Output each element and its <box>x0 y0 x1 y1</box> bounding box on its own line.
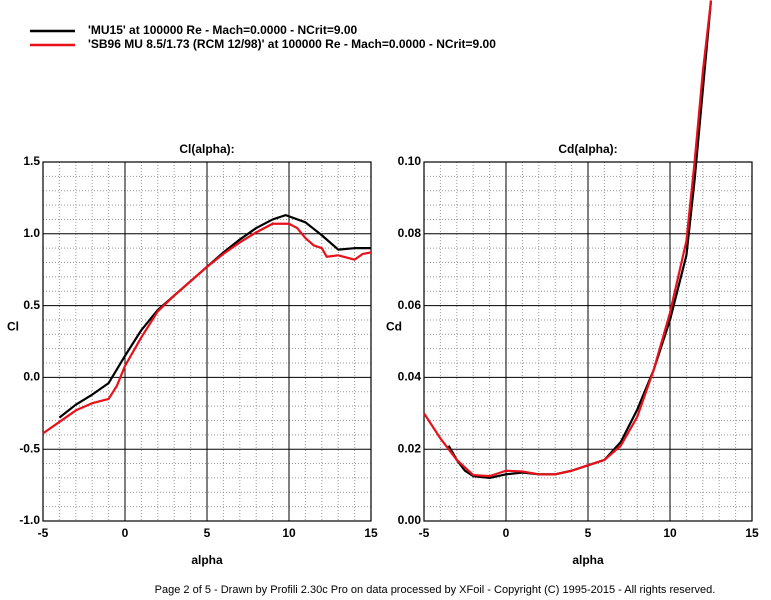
y-tick-label: -0.5 <box>19 441 40 455</box>
legend-entry: 'MU15' at 100000 Re - Mach=0.0000 - NCri… <box>88 23 358 37</box>
x-tick-label: -5 <box>419 526 430 540</box>
footer: Page 2 of 5 - Drawn by Profili 2.30c Pro… <box>155 584 716 596</box>
x-tick-label: 0 <box>122 526 129 540</box>
x-tick-label: -5 <box>38 526 49 540</box>
x-tick-label: 5 <box>585 526 592 540</box>
y-tick-label: 0.5 <box>23 298 40 312</box>
series-line <box>42 222 372 435</box>
y-tick-label: 1.5 <box>23 154 40 168</box>
x-tick-label: 0 <box>503 526 510 540</box>
y-tick-label: 0.0 <box>23 370 40 384</box>
x-tick-label: 15 <box>745 526 759 540</box>
y-tick-label: 0.04 <box>398 370 422 384</box>
y-axis-label: Cd <box>386 320 402 334</box>
x-tick-label: 10 <box>282 526 296 540</box>
legend-entry: 'SB96 MU 8.5/1.73 (RCM 12/98)' at 100000… <box>88 37 496 51</box>
x-axis-label: alpha <box>572 553 604 567</box>
x-tick-label: 5 <box>204 526 211 540</box>
y-tick-label: -1.0 <box>19 513 40 527</box>
y-tick-label: 0.00 <box>398 513 422 527</box>
series-line <box>423 0 713 478</box>
y-tick-label: 0.06 <box>398 298 422 312</box>
y-tick-label: 0.10 <box>398 154 422 168</box>
x-tick-label: 10 <box>663 526 677 540</box>
plot-frame <box>423 161 753 522</box>
y-tick-label: 0.08 <box>398 226 422 240</box>
chart-title: Cd(alpha): <box>558 142 617 156</box>
x-tick-label: 15 <box>364 526 378 540</box>
y-axis-label: Cl <box>7 320 19 334</box>
x-axis-label: alpha <box>191 553 223 567</box>
plot-frame <box>42 161 372 522</box>
y-tick-label: 1.0 <box>23 226 40 240</box>
chart-title: Cl(alpha): <box>179 142 234 156</box>
y-tick-label: 0.02 <box>398 441 422 455</box>
series-line <box>58 214 371 419</box>
